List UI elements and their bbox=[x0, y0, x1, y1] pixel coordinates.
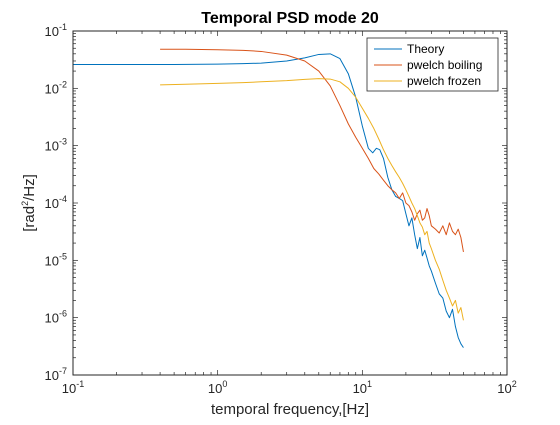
legend-label-theory: Theory bbox=[407, 42, 444, 56]
x-tick-label: 101 bbox=[353, 379, 372, 396]
y-tick-exponent: -6 bbox=[59, 309, 67, 319]
y-axis-label: [rad2/Hz] bbox=[20, 174, 38, 232]
y-tick-base: 10 bbox=[45, 139, 59, 154]
y-tick-label: 10-4 bbox=[45, 194, 67, 211]
x-tick-label: 102 bbox=[497, 379, 516, 396]
y-tick-label: 10-7 bbox=[45, 366, 67, 383]
y-tick-exponent: -5 bbox=[59, 251, 67, 261]
x-tick-label: 100 bbox=[208, 379, 227, 396]
y-tick-base: 10 bbox=[45, 253, 59, 268]
tick-labels: 10-1 100 101 10210-710-610-510-410-310-210-… bbox=[45, 22, 517, 396]
legend-label-pwelch-frozen: pwelch frozen bbox=[407, 74, 481, 88]
x-tick-exponent: 2 bbox=[512, 379, 517, 389]
legend-label-pwelch-boiling: pwelch boiling bbox=[407, 58, 482, 72]
series-line-pwelch-frozen bbox=[160, 78, 464, 321]
y-tick-exponent: -7 bbox=[59, 366, 67, 376]
y-tick-label: 10-3 bbox=[45, 137, 67, 154]
y-tick-base: 10 bbox=[45, 368, 59, 383]
series-line-pwelch-boiling bbox=[160, 48, 464, 253]
y-tick-exponent: -1 bbox=[59, 22, 67, 32]
y-tick-label: 10-2 bbox=[45, 79, 67, 96]
x-tick-exponent: 1 bbox=[367, 379, 372, 389]
chart-title: Temporal PSD mode 20 bbox=[201, 10, 379, 27]
y-tick-exponent: -2 bbox=[59, 79, 67, 89]
x-tick-base: 10 bbox=[62, 381, 76, 396]
y-tick-label: 10-1 bbox=[45, 22, 67, 39]
legend: Theory pwelch boiling pwelch frozen bbox=[366, 37, 499, 92]
y-tick-base: 10 bbox=[45, 311, 59, 326]
x-tick-label: 10-1 bbox=[62, 379, 84, 396]
y-tick-label: 10-5 bbox=[45, 251, 67, 268]
y-tick-label: 10-6 bbox=[45, 309, 67, 326]
y-tick-base: 10 bbox=[45, 24, 59, 39]
y-tick-exponent: -4 bbox=[59, 194, 67, 204]
series-lines bbox=[73, 48, 464, 348]
y-axis-label-suffix: /Hz] bbox=[21, 174, 38, 201]
plot-frame bbox=[72, 30, 508, 376]
x-tick-base: 10 bbox=[353, 381, 367, 396]
y-axis-label-sup: 2 bbox=[20, 201, 30, 206]
x-tick-exponent: 0 bbox=[222, 379, 227, 389]
y-tick-base: 10 bbox=[45, 196, 59, 211]
y-tick-exponent: -3 bbox=[59, 137, 67, 147]
x-axis-label: temporal frequency,[Hz] bbox=[211, 401, 369, 418]
x-tick-exponent: -1 bbox=[76, 379, 84, 389]
y-tick-base: 10 bbox=[45, 81, 59, 96]
x-tick-base: 10 bbox=[497, 381, 511, 396]
y-axis-label-prefix: [rad bbox=[21, 206, 38, 232]
x-tick-base: 10 bbox=[208, 381, 222, 396]
